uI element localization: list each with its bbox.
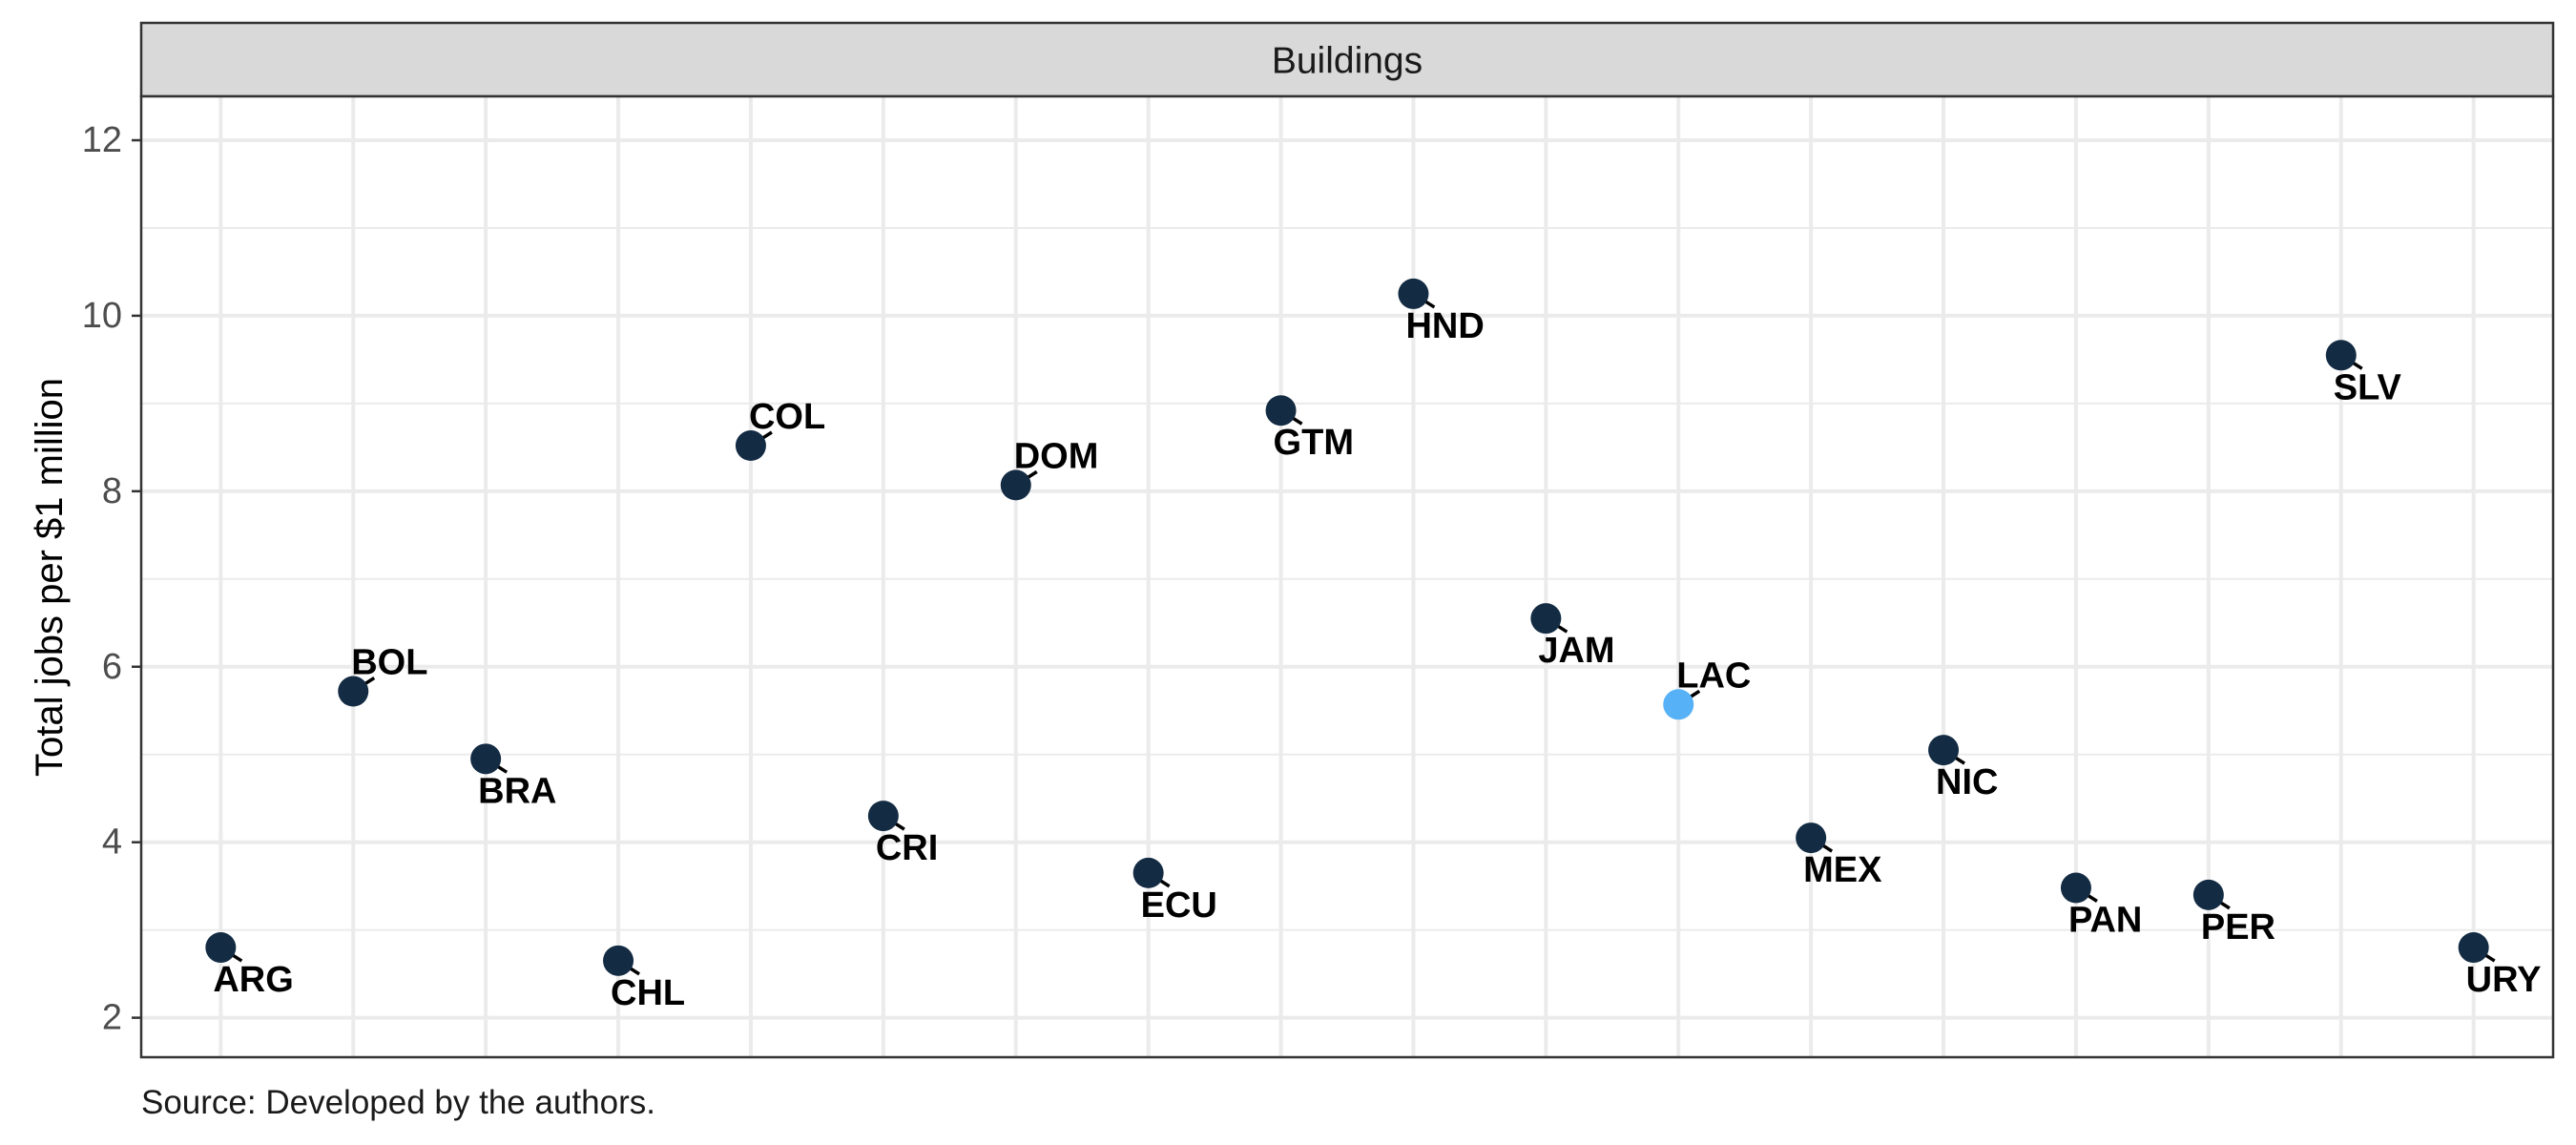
panel-border bbox=[139, 94, 2555, 1059]
point-label: GTM bbox=[1274, 423, 1354, 463]
data-point bbox=[1265, 395, 1297, 427]
point-col: COL bbox=[735, 397, 825, 462]
data-points: ARG BOL BRA CHL COL CRI DOM ECU GTM HND JAM LAC MEX N… bbox=[205, 278, 2542, 1013]
point-label: BOL bbox=[351, 643, 427, 683]
panel-background bbox=[141, 96, 2553, 1057]
data-point bbox=[1663, 689, 1694, 720]
data-point bbox=[2458, 932, 2489, 964]
point-ury: URY bbox=[2458, 932, 2542, 1000]
data-point bbox=[2192, 879, 2224, 910]
y-tick-label: 2 bbox=[102, 998, 122, 1038]
point-label: URY bbox=[2466, 960, 2542, 1000]
data-point bbox=[1928, 735, 1960, 766]
point-label: ARG bbox=[213, 960, 293, 1000]
point-label: PAN bbox=[2068, 901, 2142, 941]
point-label: NIC bbox=[1936, 762, 1998, 802]
point-cri: CRI bbox=[867, 801, 938, 868]
point-mex: MEX bbox=[1796, 822, 1882, 890]
y-tick-label: 4 bbox=[102, 822, 122, 863]
data-point bbox=[1530, 603, 1562, 635]
point-label: ECU bbox=[1141, 885, 1217, 926]
y-tick-label: 10 bbox=[82, 296, 122, 336]
point-bol: BOL bbox=[338, 643, 427, 707]
point-label: HND bbox=[1405, 306, 1484, 346]
data-point bbox=[470, 743, 502, 775]
y-tick-label: 12 bbox=[82, 120, 122, 160]
point-label: MEX bbox=[1803, 850, 1882, 890]
point-label: CHL bbox=[611, 973, 685, 1013]
point-lac: LAC bbox=[1663, 656, 1751, 720]
point-chl: CHL bbox=[603, 945, 685, 1013]
data-point bbox=[205, 932, 237, 964]
point-jam: JAM bbox=[1530, 603, 1615, 671]
y-axis-title: Total jobs per $1 million bbox=[29, 378, 71, 777]
data-point bbox=[2325, 340, 2357, 371]
y-tick-label: 8 bbox=[102, 471, 122, 511]
grid-lines bbox=[141, 96, 2553, 1057]
point-label: BRA bbox=[478, 771, 556, 811]
point-arg: ARG bbox=[205, 932, 294, 1000]
point-label: COL bbox=[749, 397, 825, 437]
point-slv: SLV bbox=[2325, 340, 2402, 407]
data-point bbox=[1398, 278, 1429, 309]
point-label: SLV bbox=[2334, 367, 2402, 407]
point-label: CRI bbox=[876, 828, 938, 868]
point-hnd: HND bbox=[1398, 278, 1485, 346]
data-point bbox=[1796, 822, 1827, 854]
y-tick-label: 6 bbox=[102, 647, 122, 687]
strip-background bbox=[139, 21, 2555, 98]
data-point bbox=[1132, 857, 1164, 888]
point-nic: NIC bbox=[1928, 735, 1999, 802]
data-point bbox=[735, 430, 766, 462]
data-point bbox=[867, 801, 899, 832]
point-gtm: GTM bbox=[1265, 395, 1354, 463]
facet-title: Buildings bbox=[1272, 41, 1423, 82]
y-axis: 2 4 6 8 10 12 bbox=[82, 120, 141, 1038]
data-point bbox=[603, 945, 634, 976]
source-caption: Source: Developed by the authors. bbox=[141, 1084, 655, 1121]
data-point bbox=[2060, 872, 2091, 904]
point-bra: BRA bbox=[470, 743, 556, 811]
data-point bbox=[1000, 469, 1031, 501]
point-ecu: ECU bbox=[1132, 857, 1217, 926]
point-pan: PAN bbox=[2060, 872, 2142, 941]
point-label: JAM bbox=[1538, 631, 1614, 671]
point-per: PER bbox=[2192, 879, 2275, 947]
data-point bbox=[338, 676, 369, 707]
point-label: PER bbox=[2201, 907, 2275, 947]
point-label: LAC bbox=[1676, 656, 1751, 696]
point-dom: DOM bbox=[1000, 436, 1099, 501]
point-label: DOM bbox=[1014, 436, 1099, 476]
